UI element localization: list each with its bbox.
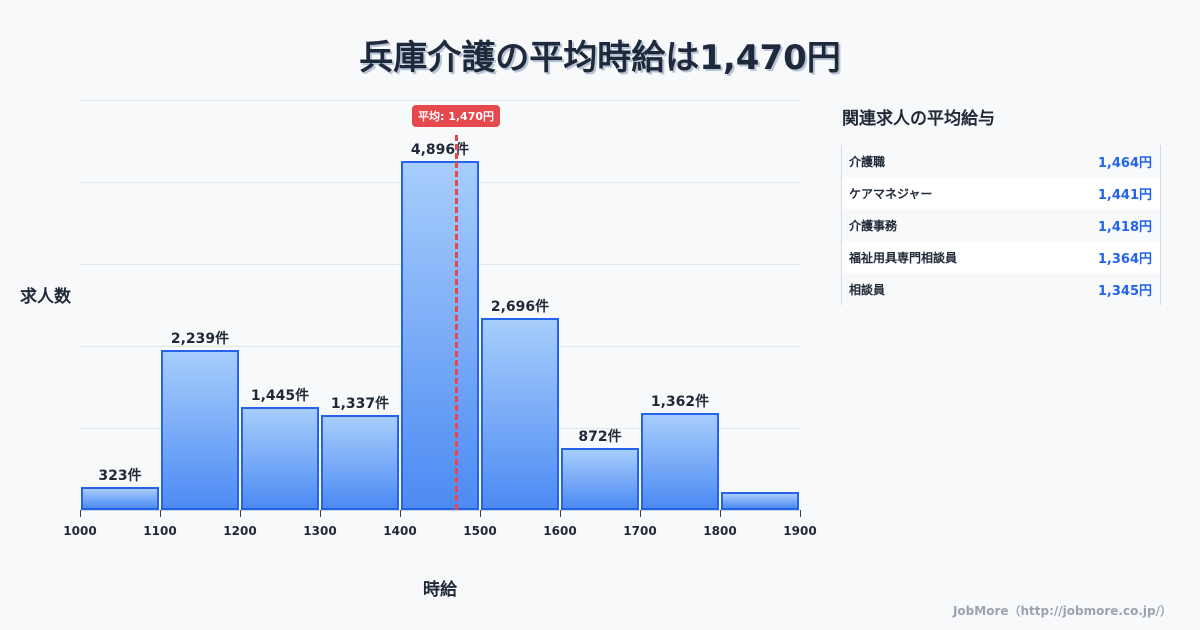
related-job-wage: 1,441円	[1097, 187, 1152, 203]
related-job-row: 介護事務 1,418円	[842, 209, 1160, 241]
x-tick-mark	[640, 510, 641, 517]
related-job-name: 介護事務	[849, 218, 898, 233]
x-tick-mark	[80, 510, 81, 517]
related-job-name: 介護職	[849, 154, 886, 169]
x-tick-mark	[160, 510, 161, 517]
related-jobs-table: 介護職 1,464円ケアマネジャー 1,441円介護事務 1,418円福祉用具専門相談…	[841, 145, 1161, 305]
related-job-row: 福祉用具専門相談員 1,364円	[842, 241, 1160, 273]
related-jobs-title: 関連求人の平均給与	[842, 109, 995, 129]
related-job-row: 介護職 1,464円	[842, 145, 1160, 177]
bar-value-label: 4,896件	[410, 141, 470, 158]
related-job-name: ケアマネジャー	[849, 186, 933, 201]
x-tick-mark	[480, 510, 481, 517]
x-axis-label: 時給	[423, 580, 457, 600]
x-tick-label: 1300	[303, 524, 337, 538]
gridline	[80, 100, 800, 101]
related-job-name: 相談員	[849, 282, 886, 297]
footer-credit: JobMore（http://jobmore.co.jp/）	[952, 604, 1172, 618]
x-axis-line	[80, 510, 800, 511]
x-tick-label: 1600	[543, 524, 577, 538]
x-tick-label: 1100	[143, 524, 177, 538]
related-job-name: 福祉用具専門相談員	[849, 250, 958, 265]
bar-value-label: 2,696件	[490, 298, 550, 315]
x-tick-mark	[320, 510, 321, 517]
bar-value-label: 1,337件	[330, 395, 390, 412]
bar-value-label: 1,362件	[650, 393, 710, 410]
y-axis-label: 求人数	[20, 287, 71, 307]
x-tick-label: 1800	[703, 524, 737, 538]
x-tick-mark	[800, 510, 801, 517]
histogram-bar	[481, 317, 559, 510]
histogram-bar	[161, 350, 239, 510]
histogram-bar	[401, 160, 479, 510]
histogram-bar	[321, 414, 399, 510]
x-tick-label: 1700	[623, 524, 657, 538]
bar-value-label: 2,239件	[170, 331, 230, 348]
average-badge: 平均: 1,470円	[411, 105, 501, 127]
related-job-wage: 1,418円	[1097, 219, 1152, 235]
x-tick-label: 1900	[783, 524, 817, 538]
histogram-bar	[641, 412, 719, 510]
related-job-wage: 1,464円	[1097, 155, 1152, 171]
x-tick-mark	[720, 510, 721, 517]
x-tick-mark	[240, 510, 241, 517]
histogram-bar	[81, 486, 159, 510]
bar-value-label: 323件	[98, 467, 142, 484]
bar-value-label: 872件	[578, 428, 622, 445]
x-tick-label: 1400	[383, 524, 417, 538]
x-tick-label: 1500	[463, 524, 497, 538]
x-tick-mark	[560, 510, 561, 517]
histogram-bar	[241, 406, 319, 510]
histogram-bar	[721, 492, 799, 510]
related-job-wage: 1,364円	[1097, 251, 1152, 267]
x-tick-label: 1200	[223, 524, 257, 538]
related-job-wage: 1,345円	[1097, 283, 1152, 299]
x-tick-mark	[400, 510, 401, 517]
page-title: 兵庫介護の平均時給は1,470円	[359, 38, 841, 78]
histogram-bar	[561, 447, 639, 510]
bar-value-label: 1,445件	[250, 387, 310, 404]
histogram-plot-area: 323件 2,239件 1,445件 1,337件 4,896件 2,696件 872件 1,…	[80, 100, 800, 511]
x-tick-label: 1000	[63, 524, 97, 538]
related-job-row: 相談員 1,345円	[842, 273, 1160, 305]
related-job-row: ケアマネジャー 1,441円	[842, 177, 1160, 209]
average-line	[455, 135, 458, 510]
